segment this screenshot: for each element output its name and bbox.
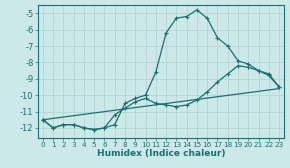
X-axis label: Humidex (Indice chaleur): Humidex (Indice chaleur) — [97, 149, 225, 158]
